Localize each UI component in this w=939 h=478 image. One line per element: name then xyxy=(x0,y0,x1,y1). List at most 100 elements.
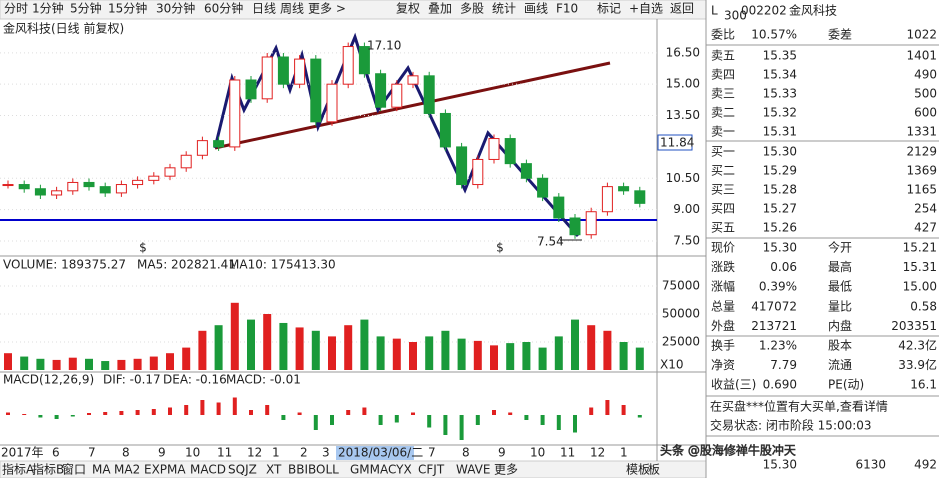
toolbar-button[interactable]: +自选 xyxy=(629,2,663,16)
notice[interactable]: 在买盘***位置有大买单,查看详情 xyxy=(710,399,888,414)
tab[interactable]: 板 xyxy=(648,463,660,477)
tab[interactable]: EXPMA xyxy=(144,463,186,477)
macd-bar xyxy=(38,415,43,418)
toolbar-button[interactable]: 60分钟 xyxy=(204,1,243,16)
macd-bar xyxy=(200,400,205,415)
toolbar-button[interactable]: 叠加 xyxy=(428,2,452,16)
stat-value: 213721 xyxy=(751,319,797,333)
toolbar-button[interactable]: F10 xyxy=(556,2,578,16)
toolbar-button[interactable]: 分时 xyxy=(4,2,28,16)
toolbar-button[interactable]: 30分钟 xyxy=(156,1,195,16)
order-volume: 1165 xyxy=(906,183,937,197)
toolbar-button[interactable]: 15分钟 xyxy=(108,1,147,16)
candle xyxy=(326,83,338,123)
macd-bar xyxy=(22,414,27,415)
volume-bar xyxy=(538,347,547,370)
order-volume: 2129 xyxy=(906,145,937,159)
tab[interactable]: 模板 xyxy=(626,463,650,477)
stat-value: 203351 xyxy=(891,319,937,333)
toolbar-button[interactable]: 5分钟 xyxy=(70,1,102,16)
order-price: 15.27 xyxy=(763,202,797,216)
stat-value: 0.39% xyxy=(759,280,797,294)
toolbar-button[interactable]: 周线 xyxy=(280,2,304,16)
toolbar-button[interactable]: 画线 xyxy=(524,2,548,16)
order-label: 卖四 xyxy=(711,68,735,82)
stat-label: 现价 xyxy=(711,241,735,255)
last-count: 492 xyxy=(914,458,937,472)
macd-bar xyxy=(135,410,140,415)
tab[interactable]: 更多 xyxy=(494,463,518,477)
tab[interactable]: SQJZ xyxy=(228,463,257,477)
last-volume: 6130 xyxy=(855,458,886,472)
y-tick-label: 9.00 xyxy=(673,202,700,216)
tab[interactable]: CFJT xyxy=(418,463,445,477)
macd-bar xyxy=(427,415,432,428)
volume-bar xyxy=(571,319,579,370)
date-label: 1 xyxy=(620,446,628,460)
stat-value: 0.690 xyxy=(763,378,797,392)
toolbar-button[interactable]: 1分钟 xyxy=(32,1,64,16)
volume-bar xyxy=(619,342,628,370)
order-volume: 1401 xyxy=(906,49,937,63)
order-label: 卖二 xyxy=(711,106,735,120)
candle xyxy=(99,186,111,194)
order-volume: 490 xyxy=(914,68,937,82)
date-label: 10 xyxy=(530,446,545,460)
price-tag: 11.84 xyxy=(660,136,694,150)
macd-bar xyxy=(168,407,172,415)
stat-label: 最低 xyxy=(828,280,852,294)
toolbar-button[interactable]: 标记 xyxy=(597,2,621,16)
drawn-trend-line xyxy=(214,61,611,150)
tab[interactable]: CYX xyxy=(388,463,412,477)
candle xyxy=(375,73,387,108)
volume-scale: X10 xyxy=(660,358,684,372)
candle xyxy=(34,188,46,196)
macd-bar xyxy=(540,415,545,425)
high-label: 17.10 xyxy=(367,39,401,53)
macd-bar xyxy=(70,415,75,417)
tab[interactable]: WAVE xyxy=(456,463,490,477)
date-label: 9 xyxy=(158,446,166,460)
order-price: 15.26 xyxy=(763,221,797,235)
order-price: 15.29 xyxy=(763,164,797,178)
volume-bar xyxy=(214,325,223,370)
volume-bar xyxy=(311,330,320,370)
candle xyxy=(358,46,370,75)
macd-bar xyxy=(556,415,561,430)
tab[interactable]: MA xyxy=(92,463,111,477)
candle xyxy=(472,158,484,186)
macd-bar xyxy=(281,415,286,420)
macd-bar xyxy=(6,412,10,415)
macd-value: MACD: -0.01 xyxy=(226,373,301,387)
candle xyxy=(18,184,30,190)
toolbar-button[interactable]: 返回 xyxy=(670,2,694,16)
tab[interactable]: MACD xyxy=(190,463,226,477)
tab[interactable]: GMMA xyxy=(350,463,389,477)
toolbar-button[interactable]: 多股 xyxy=(460,2,484,16)
toolbar-button[interactable]: 日线 xyxy=(252,2,276,16)
toolbar-button[interactable]: 复权 xyxy=(396,2,420,16)
tab[interactable]: 窗口 xyxy=(62,463,86,477)
tab[interactable]: XT xyxy=(266,463,282,477)
order-label: 买一 xyxy=(711,145,735,159)
volume-bar xyxy=(149,356,158,370)
macd-bar xyxy=(475,415,480,425)
order-label: 买二 xyxy=(711,164,735,178)
order-price: 15.30 xyxy=(763,145,797,159)
date-label: 7 xyxy=(88,446,96,460)
tab[interactable]: 指标B xyxy=(32,462,64,477)
toolbar-button[interactable]: 更多 > xyxy=(308,2,346,16)
date-label: 11 xyxy=(560,446,575,460)
stat-value: 15.30 xyxy=(763,241,797,255)
toolbar-button[interactable]: 统计 xyxy=(492,2,516,16)
macd-bar xyxy=(54,415,59,419)
tab[interactable]: BBIBOLL xyxy=(288,463,339,477)
date-label: 8 xyxy=(122,446,130,460)
volume-title: VOLUME: 189375.27 xyxy=(3,258,126,272)
stat-label: 总量 xyxy=(711,299,735,313)
volume-bar xyxy=(473,340,482,370)
tab[interactable]: MA2 xyxy=(114,463,140,477)
tab[interactable]: 指标A xyxy=(2,462,35,477)
stat-label: 最高 xyxy=(828,259,852,274)
